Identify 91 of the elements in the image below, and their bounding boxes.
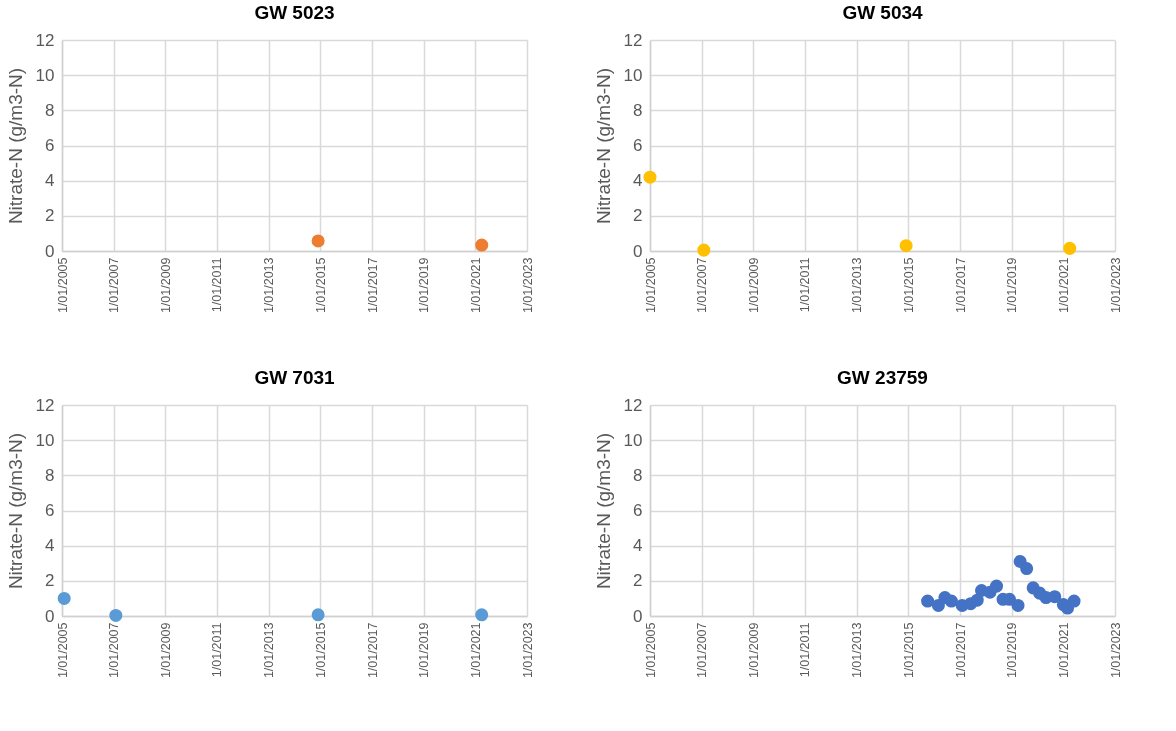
x-tick-label: 1/01/2021: [1056, 257, 1071, 314]
y-axis-title: Nitrate-N (g/m3-N): [592, 432, 614, 590]
x-tick-label: 1/01/2017: [953, 622, 968, 679]
x-tick-label: 1/01/2017: [365, 257, 380, 314]
y-tick-label: 6: [633, 136, 643, 155]
y-tick-label: 8: [45, 465, 55, 485]
x-tick-label: 1/01/2011: [798, 257, 813, 313]
x-tick-label: 1/01/2015: [313, 257, 328, 314]
x-tick-label: 1/01/2007: [695, 257, 710, 314]
y-tick-label: 10: [623, 430, 643, 450]
y-tick-label: 4: [45, 171, 55, 191]
y-tick-label: 12: [35, 395, 55, 415]
x-tick-label: 1/01/2023: [520, 257, 535, 314]
point: [990, 579, 1004, 593]
chart-title: GW 5034: [842, 2, 924, 23]
y-axis-title: Nitrate-N (g/m3-N): [592, 67, 614, 225]
point: [109, 608, 123, 622]
point: [1063, 241, 1077, 255]
y-tick-label: 0: [633, 606, 643, 626]
x-tick-label: 1/01/2011: [210, 257, 225, 313]
x-tick-label: 1/01/2011: [798, 622, 813, 678]
y-tick-label: 2: [633, 571, 643, 591]
x-tick-label: 1/01/2013: [850, 257, 865, 314]
x-tick-label: 1/01/2009: [746, 257, 761, 314]
x-tick-label: 1/01/2013: [262, 622, 277, 679]
x-tick-label: 1/01/2019: [417, 257, 432, 314]
y-tick-label: 8: [45, 100, 55, 120]
y-tick-label: 8: [633, 100, 643, 120]
x-tick-label: 1/01/2007: [695, 622, 710, 679]
x-tick-label: 1/01/2009: [158, 257, 173, 314]
x-tick-label: 1/01/2019: [417, 622, 432, 679]
x-tick-label: 1/01/2021: [1056, 622, 1071, 679]
y-tick-label: 10: [623, 65, 643, 85]
chart-title: GW 23759: [837, 367, 928, 388]
point: [57, 591, 71, 605]
y-tick-label: 4: [633, 171, 643, 191]
chart-title: GW 7031: [254, 367, 336, 388]
y-tick-label: 10: [35, 65, 55, 85]
point: [475, 608, 489, 622]
x-tick-label: 1/01/2015: [901, 622, 916, 679]
y-axis-title: Nitrate-N (g/m3-N): [4, 67, 26, 225]
point: [1048, 590, 1062, 604]
x-tick-label: 1/01/2021: [468, 257, 483, 314]
point: [643, 170, 657, 184]
y-tick-label: 0: [45, 606, 55, 626]
x-tick-label: 1/01/2005: [55, 622, 70, 679]
y-tick-label: 6: [45, 136, 55, 155]
x-tick-label: 1/01/2007: [107, 257, 122, 314]
x-tick-label: 1/01/2017: [953, 257, 968, 314]
point: [1011, 598, 1025, 612]
y-tick-label: 10: [35, 430, 55, 450]
y-tick-label: 2: [633, 206, 643, 226]
y-tick-label: 0: [45, 241, 55, 261]
x-tick-label: 1/01/2017: [365, 622, 380, 679]
y-tick-label: 6: [633, 501, 643, 520]
x-tick-label: 1/01/2023: [520, 622, 535, 679]
point: [1020, 562, 1034, 576]
point: [311, 608, 325, 622]
y-tick-label: 12: [623, 395, 643, 415]
y-tick-label: 2: [45, 571, 55, 591]
x-tick-label: 1/01/2019: [1005, 622, 1020, 679]
x-tick-label: 1/01/2013: [262, 257, 277, 314]
x-tick-label: 1/01/2011: [210, 622, 225, 678]
x-tick-label: 1/01/2019: [1005, 257, 1020, 314]
x-tick-label: 1/01/2015: [901, 257, 916, 314]
y-tick-label: 2: [45, 206, 55, 226]
x-tick-label: 1/01/2005: [643, 257, 658, 314]
x-tick-label: 1/01/2021: [468, 622, 483, 679]
y-tick-label: 4: [45, 536, 55, 556]
point: [899, 239, 913, 253]
y-tick-label: 6: [45, 501, 55, 520]
x-tick-label: 1/01/2015: [313, 622, 328, 679]
x-tick-label: 1/01/2009: [158, 622, 173, 679]
y-tick-label: 12: [623, 30, 643, 50]
point: [697, 243, 711, 257]
point: [921, 594, 935, 608]
chart-title: GW 5023: [254, 2, 335, 23]
y-tick-label: 0: [633, 241, 643, 261]
x-tick-label: 1/01/2009: [746, 622, 761, 679]
y-tick-label: 12: [35, 30, 55, 50]
y-tick-label: 8: [633, 465, 643, 485]
y-tick-label: 4: [633, 536, 643, 556]
x-tick-label: 1/01/2023: [1108, 257, 1123, 314]
point: [1067, 594, 1081, 608]
x-tick-label: 1/01/2013: [850, 622, 865, 679]
y-axis-title: Nitrate-N (g/m3-N): [4, 432, 26, 590]
x-tick-label: 1/01/2005: [643, 622, 658, 679]
x-tick-label: 1/01/2023: [1108, 622, 1123, 679]
point: [944, 594, 958, 608]
x-tick-label: 1/01/2005: [55, 257, 70, 314]
x-tick-label: 1/01/2007: [107, 622, 122, 679]
